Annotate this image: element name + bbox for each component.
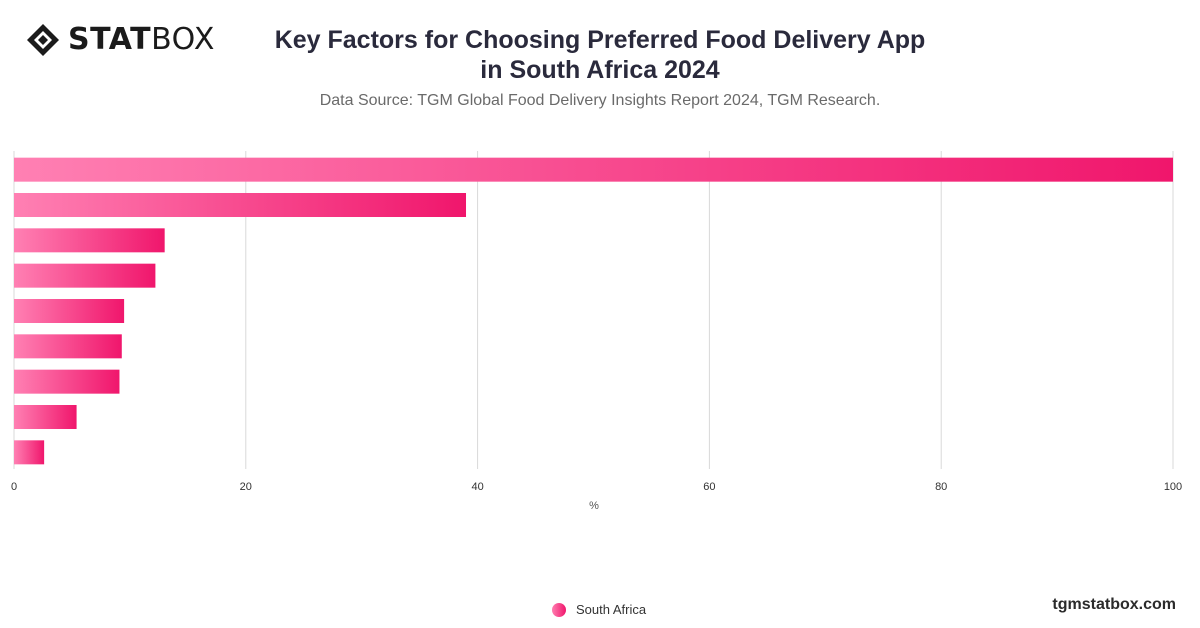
x-tick-label: 0 xyxy=(11,481,17,493)
legend[interactable]: South Africa xyxy=(552,602,646,617)
bar[interactable] xyxy=(14,193,467,217)
x-tick-label: 60 xyxy=(703,481,715,493)
bar-chart: 0 20 40 60 80 100 % xyxy=(11,151,1182,512)
x-axis-ticks: 0 20 40 60 80 100 xyxy=(11,481,1182,493)
statbox-logo[interactable]: STATBOX xyxy=(26,22,215,58)
chart-title: Key Factors for Choosing Preferred Food … xyxy=(180,25,1020,85)
grid-lines xyxy=(13,151,1174,469)
bar[interactable] xyxy=(14,157,1173,182)
bar[interactable] xyxy=(14,405,77,429)
legend-label: South Africa xyxy=(576,602,647,617)
legend-dot-icon xyxy=(552,602,566,617)
x-tick-label: 80 xyxy=(935,481,947,493)
bar[interactable] xyxy=(14,263,156,288)
logo-wordmark: STATBOX xyxy=(68,25,215,55)
x-tick-label: 40 xyxy=(471,481,483,493)
bar[interactable] xyxy=(14,369,120,394)
logo-light-text: BOX xyxy=(151,22,215,57)
bar[interactable] xyxy=(14,228,165,253)
chart-title-line1: Key Factors for Choosing Preferred Food … xyxy=(274,26,926,54)
bar[interactable] xyxy=(14,440,45,465)
logo-bold-text: STAT xyxy=(68,22,152,57)
x-tick-label: 100 xyxy=(1164,481,1182,493)
x-tick-label: 20 xyxy=(240,481,252,493)
data-source: Data Source: TGM Global Food Delivery In… xyxy=(319,92,881,109)
bar[interactable] xyxy=(14,299,125,323)
site-url[interactable]: tgmstatbox.com xyxy=(1052,596,1176,613)
bar[interactable] xyxy=(14,334,122,359)
diamond-logo-icon xyxy=(26,23,60,57)
chart-title-line2: in South Africa 2024 xyxy=(480,56,720,84)
bars xyxy=(14,157,1173,465)
x-axis-label: % xyxy=(589,500,599,512)
